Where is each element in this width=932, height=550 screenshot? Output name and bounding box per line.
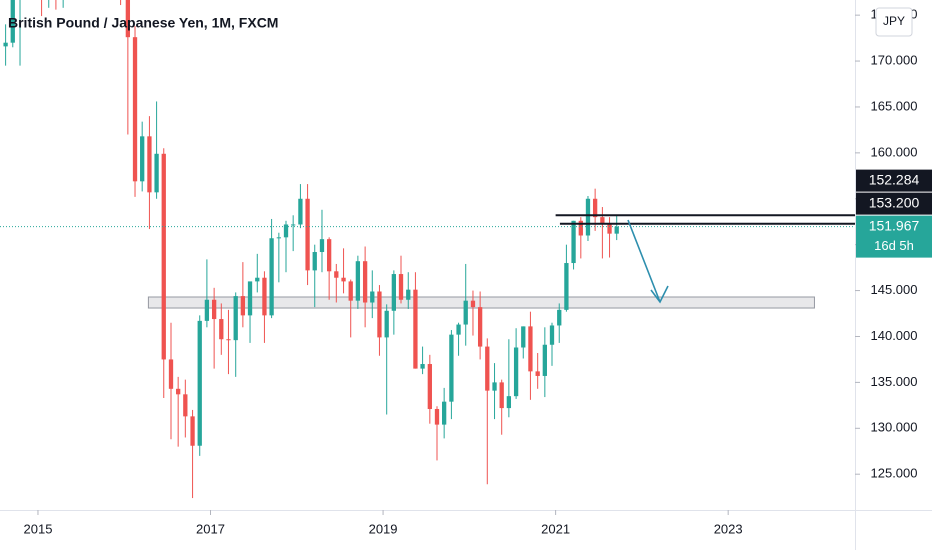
candle-body [255,277,260,282]
y-tick-label: 165.000 [871,98,918,113]
candle-body [140,136,145,182]
candle-body [600,217,605,224]
candle-body [125,0,131,38]
candle-body [276,237,281,239]
candle-body [456,324,461,335]
candle-body [506,396,512,409]
currency-label[interactable]: JPY [883,14,905,28]
candle-body [377,291,382,338]
candle-body [176,388,181,395]
candle-body [312,252,317,271]
candle-body [463,300,468,325]
candle-body [262,277,267,316]
candle-body [420,364,425,369]
candle-body [578,220,583,236]
candle-body [305,198,310,271]
candle-body [513,347,519,397]
candle-body [528,326,533,372]
price-line-box [856,169,932,192]
candle-body [132,37,138,182]
price-line-label: 153.200 [869,194,920,210]
chart-title: British Pound / Japanese Yen, 1M, FXCM [8,15,278,31]
y-tick-label: 135.000 [871,374,918,389]
candle-body [298,198,303,225]
candle-body [442,401,447,425]
candle-body [219,319,224,340]
last-price-label: 151.967 [869,217,920,233]
candle-body [384,310,389,338]
candle-body [190,416,195,446]
y-tick-label: 130.000 [871,420,918,435]
candle-body [449,334,454,402]
candle-body [211,299,217,320]
candle-body [154,153,159,193]
plot-area [0,0,855,499]
candle-body [470,300,476,308]
candle-body [283,224,289,238]
y-tick-label: 125.000 [871,466,918,481]
y-tick-label: 170.000 [871,52,918,67]
candle-body [355,261,361,301]
candle-body [549,325,555,345]
y-tick-label: 145.000 [871,282,918,297]
candle-body [406,289,411,300]
candle-body [161,153,166,360]
price-line-label: 152.284 [869,171,920,187]
candle-body [147,136,152,193]
candle-body [168,359,174,389]
candle-body [326,239,332,272]
forecast-arrow [627,219,669,304]
candle-body [427,364,432,410]
candle-body [370,291,375,303]
candle-body [3,42,8,47]
candle-body [334,271,339,278]
candle-body [362,261,368,303]
y-tick-label: 160.000 [871,144,918,159]
candle-body [535,371,540,376]
candle-body [391,274,397,311]
candle-body [233,296,238,341]
x-tick-label: 2021 [541,521,570,536]
candle-body [571,220,576,264]
candle-body [564,263,569,310]
candle-body [492,382,497,391]
candle-body [499,382,504,409]
x-tick-label: 2019 [369,521,398,536]
x-tick-label: 2017 [196,521,225,536]
candle-body [348,281,353,301]
candle-body [542,344,547,376]
candle-body [240,296,246,316]
candle-body [521,326,526,348]
candle-body [398,274,404,300]
candle-body [413,289,418,369]
price-line-box [856,192,932,215]
candle-body [226,339,231,341]
candle-body [614,226,619,234]
x-tick-label: 2023 [714,521,743,536]
candle-body [10,0,15,43]
candle-body [592,198,598,218]
candle-body [269,238,274,316]
x-tick-label: 2015 [24,521,53,536]
countdown-label: 16d 5h [874,238,914,253]
candle-body [197,320,202,446]
candle-body [247,281,253,316]
candle-body [434,409,440,425]
last-price-box [856,215,932,258]
candle-body [557,309,562,326]
candle-body [585,198,591,236]
candle-body [341,277,346,282]
y-tick-label: 140.000 [871,328,918,343]
candle-body [291,224,296,226]
currency-box[interactable] [875,7,913,37]
candle-body [485,346,490,391]
candle-body [607,223,612,234]
candle-body [477,307,483,347]
candle-body [319,239,325,253]
candle-body [204,299,210,321]
candle-body [183,394,188,417]
